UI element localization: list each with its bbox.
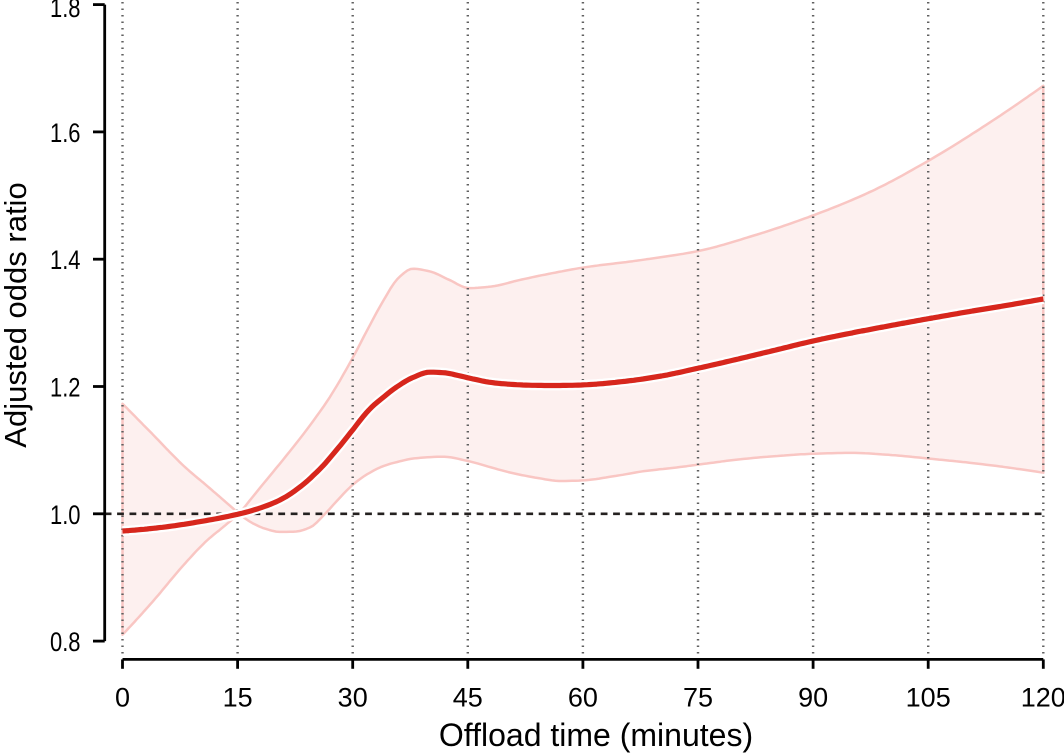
svg-text:90: 90 xyxy=(798,683,828,713)
svg-text:1.2: 1.2 xyxy=(50,373,81,403)
svg-text:0.8: 0.8 xyxy=(50,627,81,657)
svg-text:75: 75 xyxy=(683,683,713,713)
svg-text:1.0: 1.0 xyxy=(50,500,81,530)
svg-text:15: 15 xyxy=(223,683,253,713)
svg-text:120: 120 xyxy=(1021,683,1064,713)
svg-text:60: 60 xyxy=(568,683,598,713)
svg-text:1.8: 1.8 xyxy=(50,0,81,23)
svg-text:30: 30 xyxy=(338,683,368,713)
svg-text:1.6: 1.6 xyxy=(50,118,81,148)
svg-text:Offload time (minutes): Offload time (minutes) xyxy=(439,717,753,753)
svg-text:1.4: 1.4 xyxy=(50,245,81,275)
svg-text:105: 105 xyxy=(906,683,951,713)
svg-text:45: 45 xyxy=(453,683,483,713)
svg-text:0: 0 xyxy=(115,683,130,713)
svg-text:Adjusted odds ratio: Adjusted odds ratio xyxy=(0,182,33,447)
